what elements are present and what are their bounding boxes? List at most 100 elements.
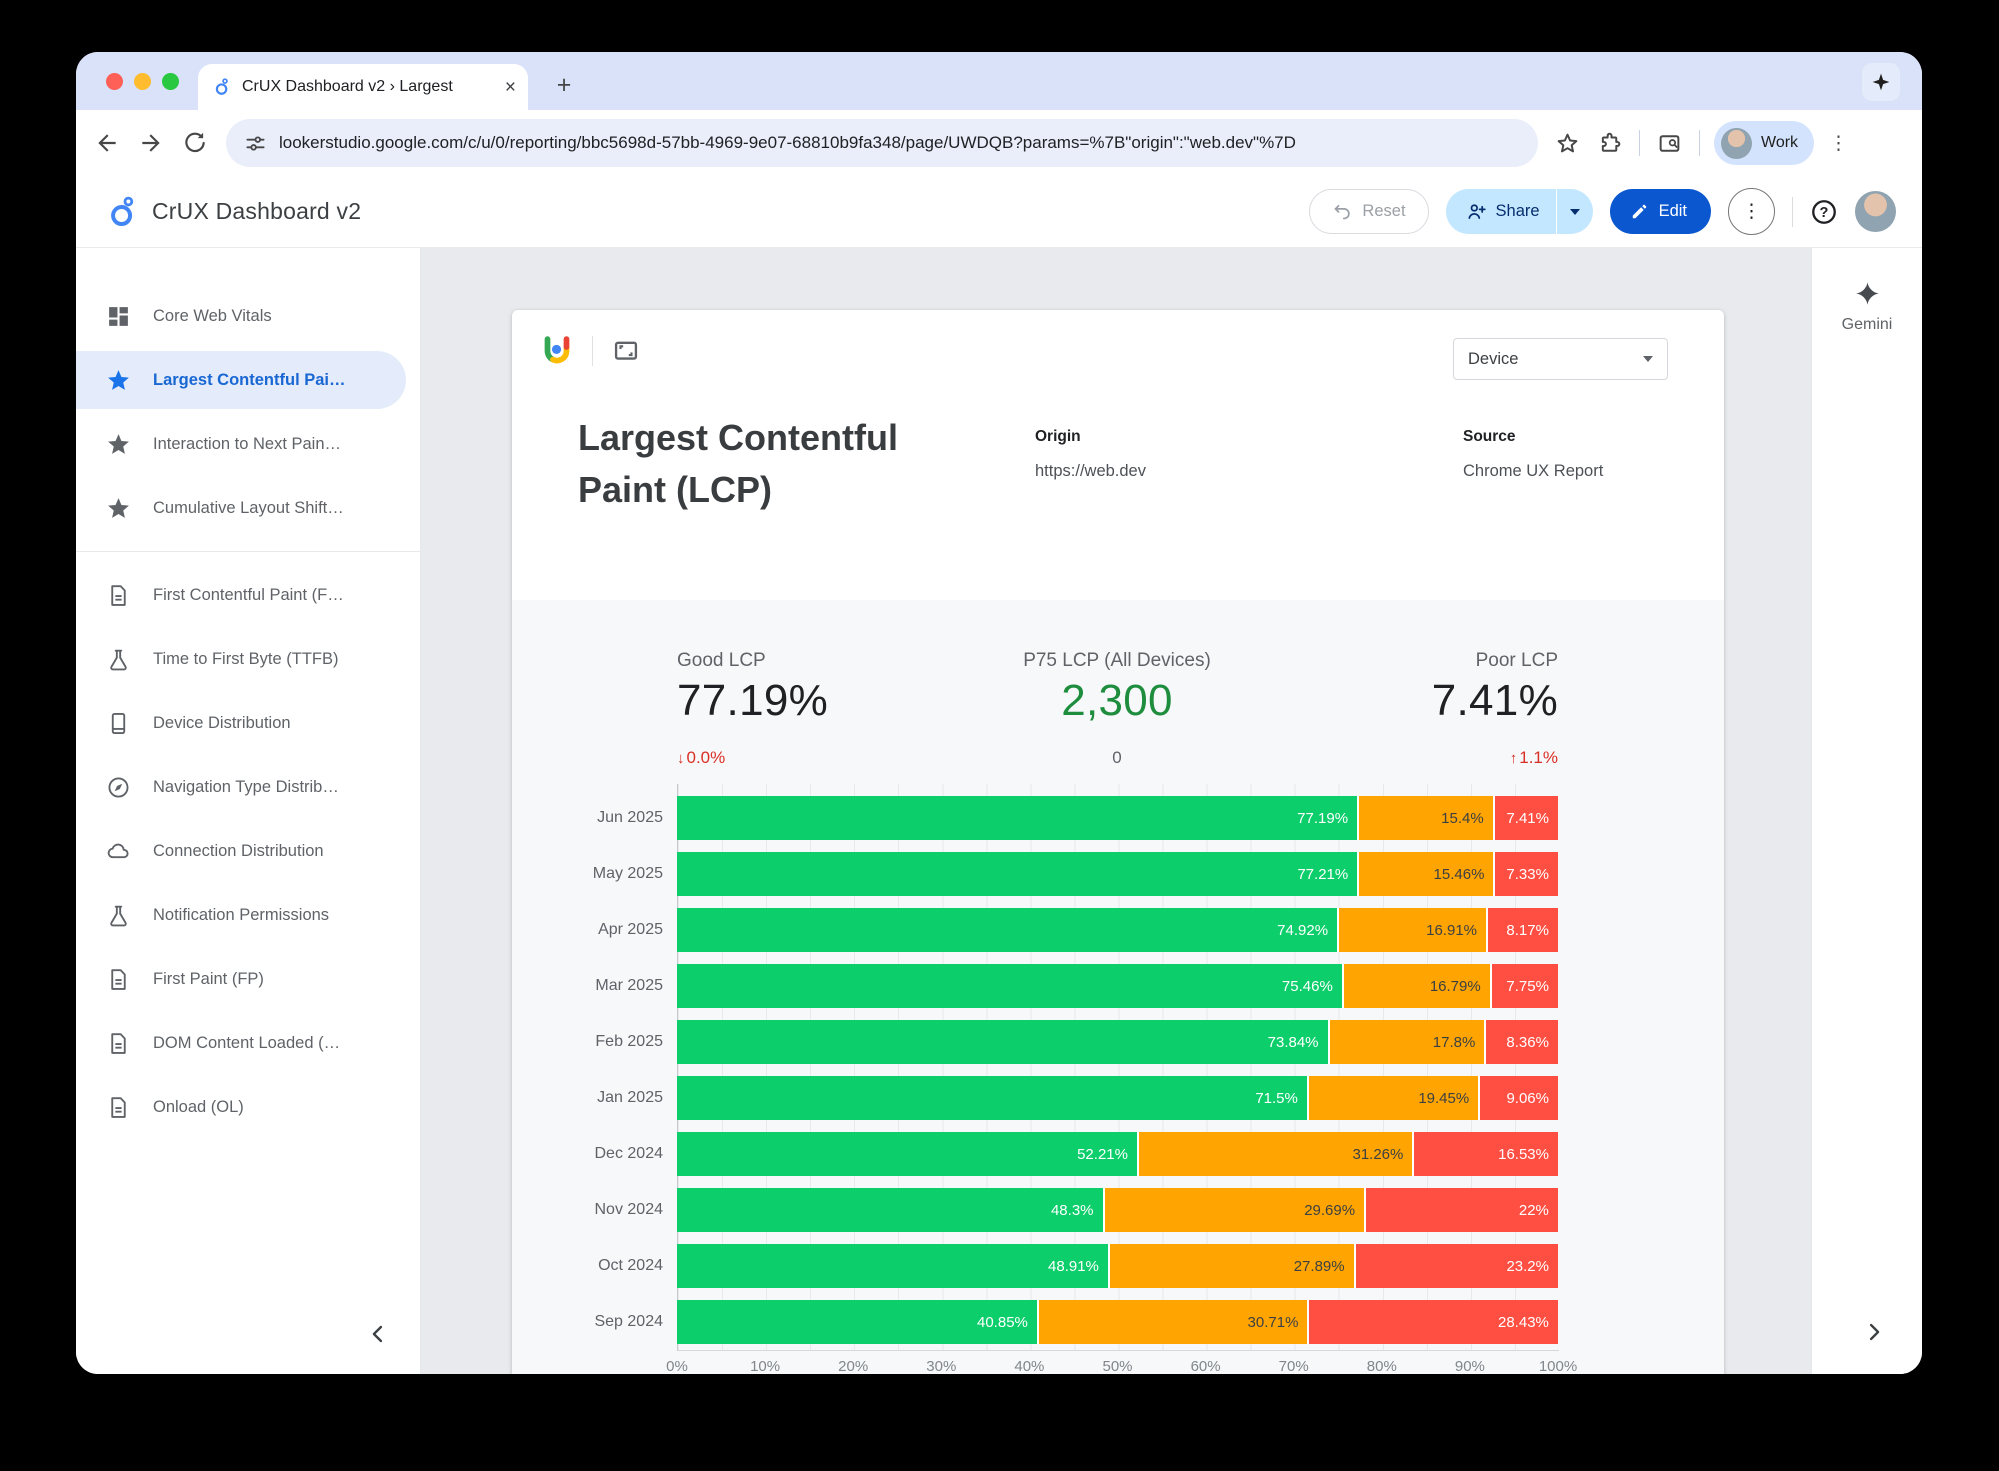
window-minimize-button[interactable] bbox=[134, 73, 151, 90]
bar-segment-good[interactable]: 73.84% bbox=[677, 1020, 1328, 1064]
bar-segment-needs-improvement[interactable]: 16.91% bbox=[1337, 908, 1486, 952]
stacked-bar[interactable]: 75.46% 16.79% 7.75% bbox=[677, 964, 1558, 1008]
stacked-bar[interactable]: 48.3% 29.69% 22% bbox=[677, 1188, 1558, 1232]
bar-segment-good[interactable]: 75.46% bbox=[677, 964, 1342, 1008]
sidebar-item-label: Core Web Vitals bbox=[153, 306, 272, 325]
stacked-bar[interactable]: 73.84% 17.8% 8.36% bbox=[677, 1020, 1558, 1064]
sidebar-item-notification-permissions[interactable]: Notification Permissions bbox=[76, 883, 420, 947]
p75-lcp-delta: 0 bbox=[957, 748, 1277, 768]
sidebar-item-core-web-vitals[interactable]: Core Web Vitals bbox=[76, 284, 420, 348]
chart-category-label: Jan 2025 bbox=[597, 1089, 663, 1106]
stacked-bar[interactable]: 77.19% 15.4% 7.41% bbox=[677, 796, 1558, 840]
sidebar-item-first-contentful-paint-f[interactable]: First Contentful Paint (F… bbox=[76, 563, 420, 627]
bar-segment-needs-improvement[interactable]: 30.71% bbox=[1036, 1300, 1308, 1344]
bar-segment-good[interactable]: 40.85% bbox=[677, 1300, 1037, 1344]
bar-segment-good[interactable]: 52.21% bbox=[677, 1132, 1137, 1176]
sidebar-item-onload-ol[interactable]: Onload (OL) bbox=[76, 1075, 420, 1139]
browser-toolbar: lookerstudio.google.com/c/u/0/reporting/… bbox=[76, 110, 1922, 176]
gemini-sparkle-icon bbox=[1854, 280, 1881, 307]
extensions-icon[interactable] bbox=[1597, 131, 1622, 156]
stacked-bar[interactable]: 48.91% 27.89% 23.2% bbox=[677, 1244, 1558, 1288]
account-avatar[interactable] bbox=[1855, 191, 1896, 232]
reset-button[interactable]: Reset bbox=[1309, 189, 1429, 234]
bar-segment-value: 7.33% bbox=[1506, 865, 1549, 883]
sidebar-item-connection-distribution[interactable]: Connection Distribution bbox=[76, 819, 420, 883]
bar-segment-good[interactable]: 71.5% bbox=[677, 1076, 1307, 1120]
bar-segment-poor[interactable]: 7.75% bbox=[1489, 964, 1558, 1008]
stacked-bar[interactable]: 52.21% 31.26% 16.53% bbox=[677, 1132, 1558, 1176]
sidebar-collapse-chevron-icon[interactable] bbox=[364, 1320, 392, 1348]
device-filter-dropdown[interactable]: Device bbox=[1453, 338, 1668, 380]
edit-label: Edit bbox=[1658, 202, 1687, 220]
bar-segment-poor[interactable]: 8.17% bbox=[1486, 908, 1558, 952]
stacked-bar[interactable]: 71.5% 19.45% 9.06% bbox=[677, 1076, 1558, 1120]
chart-category-label: Sep 2024 bbox=[594, 1313, 663, 1330]
more-options-button[interactable]: ⋮ bbox=[1728, 188, 1775, 235]
rail-expand-chevron-icon[interactable] bbox=[1860, 1318, 1888, 1346]
url-bar[interactable]: lookerstudio.google.com/c/u/0/reporting/… bbox=[226, 119, 1538, 167]
bar-segment-good[interactable]: 77.21% bbox=[677, 852, 1358, 896]
stacked-bar[interactable]: 40.85% 30.71% 28.43% bbox=[677, 1300, 1558, 1344]
stacked-bar[interactable]: 77.21% 15.46% 7.33% bbox=[677, 852, 1558, 896]
x-axis-tick-label: 40% bbox=[1014, 1358, 1045, 1374]
sidebar-item-dom-content-loaded[interactable]: DOM Content Loaded (… bbox=[76, 1011, 420, 1075]
presentation-mode-icon[interactable] bbox=[612, 337, 640, 365]
bar-segment-needs-improvement[interactable]: 27.89% bbox=[1107, 1244, 1354, 1288]
bar-segment-needs-improvement[interactable]: 17.8% bbox=[1327, 1020, 1485, 1064]
stacked-bar[interactable]: 74.92% 16.91% 8.17% bbox=[677, 908, 1558, 952]
bar-segment-needs-improvement[interactable]: 31.26% bbox=[1136, 1132, 1413, 1176]
bar-segment-poor[interactable]: 22% bbox=[1364, 1188, 1558, 1232]
forward-icon[interactable] bbox=[138, 130, 164, 156]
profile-chip[interactable]: Work bbox=[1714, 121, 1815, 165]
site-settings-icon[interactable] bbox=[244, 132, 267, 155]
edit-button[interactable]: Edit bbox=[1609, 189, 1711, 234]
bar-segment-good[interactable]: 74.92% bbox=[677, 908, 1338, 952]
sidebar-item-first-paint-fp[interactable]: First Paint (FP) bbox=[76, 947, 420, 1011]
sidebar-item-cumulative-layout-shift[interactable]: Cumulative Layout Shift… bbox=[76, 476, 420, 540]
sidebar-item-interaction-to-next-pain[interactable]: Interaction to Next Pain… bbox=[76, 412, 420, 476]
sidebar-item-device-distribution[interactable]: Device Distribution bbox=[76, 691, 420, 755]
bar-segment-needs-improvement[interactable]: 16.79% bbox=[1341, 964, 1490, 1008]
sidebar-item-navigation-type-distrib[interactable]: Navigation Type Distrib… bbox=[76, 755, 420, 819]
bar-segment-good[interactable]: 48.91% bbox=[677, 1244, 1108, 1288]
gemini-panel-button[interactable]: Gemini bbox=[1812, 280, 1922, 334]
side-search-icon[interactable] bbox=[1657, 131, 1682, 156]
bar-segment-poor[interactable]: 9.06% bbox=[1478, 1076, 1558, 1120]
sidebar-item-label: Time to First Byte (TTFB) bbox=[153, 649, 339, 668]
bar-segment-poor[interactable]: 28.43% bbox=[1307, 1300, 1558, 1344]
tab-strip-sparkle-icon[interactable] bbox=[1862, 63, 1900, 101]
app-title: CrUX Dashboard v2 bbox=[152, 198, 362, 224]
bar-segment-needs-improvement[interactable]: 15.46% bbox=[1357, 852, 1494, 896]
bar-segment-poor[interactable]: 23.2% bbox=[1353, 1244, 1558, 1288]
bar-segment-poor[interactable]: 16.53% bbox=[1412, 1132, 1558, 1176]
tab-close-icon[interactable]: × bbox=[504, 76, 516, 98]
browser-menu-icon[interactable]: ⋮ bbox=[1829, 132, 1849, 154]
share-button[interactable]: Share bbox=[1445, 189, 1593, 234]
chart-category-label: Jun 2025 bbox=[597, 809, 663, 826]
help-icon[interactable]: ? bbox=[1810, 198, 1838, 226]
sidebar-item-largest-contentful-pai[interactable]: Largest Contentful Pai… bbox=[76, 348, 420, 412]
gemini-label: Gemini bbox=[1841, 316, 1893, 333]
bar-segment-good[interactable]: 48.3% bbox=[677, 1188, 1103, 1232]
bookmark-star-icon[interactable] bbox=[1555, 131, 1580, 156]
window-close-button[interactable] bbox=[106, 73, 123, 90]
back-icon[interactable] bbox=[94, 130, 120, 156]
bar-segment-poor[interactable]: 7.41% bbox=[1492, 796, 1558, 840]
bar-segment-needs-improvement[interactable]: 19.45% bbox=[1306, 1076, 1479, 1120]
new-tab-button[interactable]: + bbox=[556, 71, 572, 99]
window-zoom-button[interactable] bbox=[162, 73, 179, 90]
bar-segment-good[interactable]: 77.19% bbox=[677, 796, 1358, 840]
share-main[interactable]: Share bbox=[1446, 189, 1556, 234]
poor-lcp-value: 7.41% bbox=[1431, 676, 1558, 725]
browser-tab[interactable]: CrUX Dashboard v2 › Largest × bbox=[198, 64, 528, 110]
bar-segment-poor[interactable]: 8.36% bbox=[1484, 1020, 1558, 1064]
bar-segment-poor[interactable]: 7.33% bbox=[1493, 852, 1558, 896]
bar-segment-needs-improvement[interactable]: 15.4% bbox=[1357, 796, 1493, 840]
bar-segment-needs-improvement[interactable]: 29.69% bbox=[1102, 1188, 1365, 1232]
sidebar-item-time-to-first-byte-ttfb[interactable]: Time to First Byte (TTFB) bbox=[76, 627, 420, 691]
caret-down-icon bbox=[1643, 356, 1653, 362]
share-dropdown[interactable] bbox=[1557, 189, 1593, 234]
sidebar-item-label: First Contentful Paint (F… bbox=[153, 585, 344, 604]
reload-icon[interactable] bbox=[182, 130, 208, 156]
url-text[interactable]: lookerstudio.google.com/c/u/0/reporting/… bbox=[279, 133, 1296, 152]
